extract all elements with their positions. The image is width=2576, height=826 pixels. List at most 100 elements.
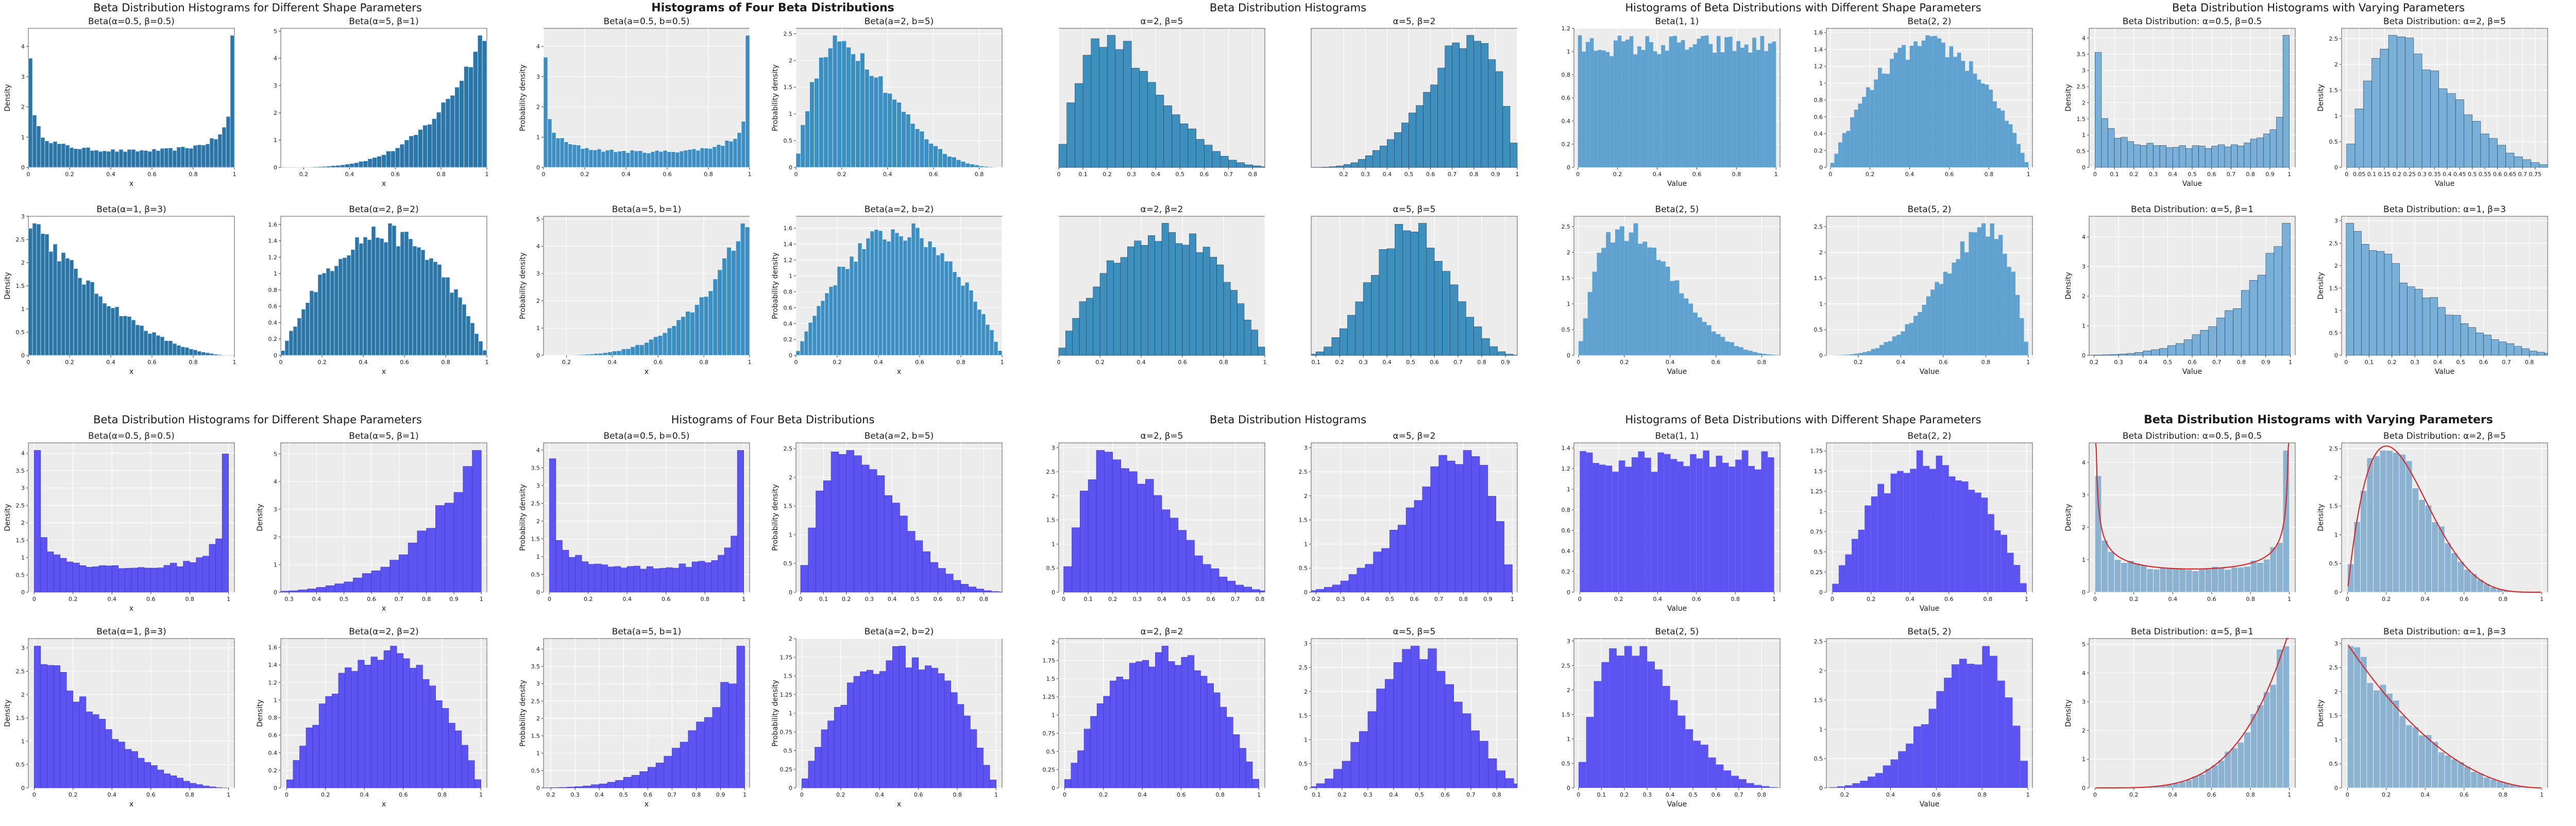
histogram-bar — [119, 316, 123, 355]
histogram-bar — [1942, 465, 1949, 592]
histogram-bar — [86, 712, 93, 788]
x-tick-label: 0.6 — [1944, 596, 1954, 603]
histogram-bar — [47, 665, 54, 788]
histogram-bar — [708, 148, 713, 167]
histogram-bar — [377, 660, 384, 788]
histogram-bar — [404, 140, 409, 167]
histogram-bar — [2419, 735, 2426, 788]
histogram-bar — [1906, 60, 1910, 167]
histogram-bar — [2274, 247, 2282, 355]
x-axis-label: x — [645, 368, 649, 376]
y-tick-label: 0.2 — [268, 767, 278, 774]
histogram-bar — [391, 646, 397, 788]
histogram-bar — [99, 719, 106, 788]
histogram-bar — [1766, 354, 1771, 355]
histogram-bar — [423, 125, 428, 167]
x-tick-label: 0.2 — [1620, 791, 1629, 798]
histogram-bar — [1246, 762, 1253, 788]
histogram-bar — [2472, 122, 2481, 167]
histogram-bar — [572, 145, 577, 167]
y-tick-label: 0.5 — [1046, 565, 1056, 572]
x-tick-label: 0.8 — [704, 171, 713, 178]
histogram-bar — [2458, 762, 2464, 788]
histogram-bar — [1684, 466, 1690, 592]
histogram-bar — [883, 239, 887, 355]
histogram-bar — [1357, 568, 1365, 592]
histogram-bar — [1748, 351, 1753, 355]
histogram-bar — [140, 150, 144, 167]
histogram-bar — [585, 148, 589, 167]
y-axis-label: Probability density — [519, 484, 527, 551]
histogram-bar — [1252, 590, 1260, 592]
histogram-bar — [2407, 287, 2415, 355]
histogram-bar — [1761, 786, 1769, 788]
histogram-bar — [382, 154, 386, 167]
histogram-bar — [41, 664, 47, 788]
x-tick-label: 0.9 — [716, 791, 725, 798]
histogram-bar — [1496, 72, 1503, 167]
histogram-bar — [2369, 250, 2377, 355]
histogram-bar — [181, 347, 185, 355]
histogram-bar — [692, 149, 696, 167]
histogram-bar — [605, 150, 609, 167]
histogram-bar — [395, 148, 400, 167]
x-tick-label: 1 — [485, 359, 489, 366]
histogram-bar — [2225, 570, 2231, 592]
y-tick-label: 4 — [536, 243, 540, 250]
histogram-bar — [148, 334, 152, 355]
x-tick-label: 0.8 — [1219, 359, 1228, 366]
histogram-bar — [1703, 451, 1709, 592]
histogram-bar — [2406, 725, 2413, 788]
histogram-bar — [1431, 467, 1439, 592]
histogram-bar — [1419, 659, 1428, 788]
histogram-bar — [2529, 351, 2537, 355]
x-tick-label: 0.2 — [836, 791, 845, 798]
histogram-bar — [193, 350, 197, 355]
x-tick-label: 0.4 — [312, 596, 321, 603]
histogram-bar — [932, 247, 936, 355]
x-tick-label: 0.8 — [692, 791, 701, 798]
histogram-bar — [607, 782, 616, 788]
histogram-bar — [123, 316, 127, 355]
histogram-bar — [1252, 779, 1259, 788]
x-tick-label: 0 — [2345, 171, 2348, 178]
histogram-bar — [733, 139, 737, 167]
y-tick-label: 0.5 — [2077, 148, 2086, 155]
x-tick-label: 0.2 — [1095, 359, 1105, 366]
histogram-bar — [119, 149, 123, 167]
histogram-bar — [103, 151, 107, 167]
y-tick-label: 0.8 — [268, 715, 278, 721]
histogram-bar — [614, 152, 618, 167]
x-tick-label: 0.2 — [317, 359, 327, 366]
histogram-bar — [103, 303, 107, 355]
histogram-bar — [621, 349, 626, 355]
histogram-bar — [49, 143, 53, 167]
x-tick-label: 1 — [748, 171, 752, 178]
y-tick-label: 0.6 — [1562, 527, 1571, 534]
y-tick-label: 2 — [2082, 99, 2086, 106]
histogram-bar — [79, 697, 86, 788]
histogram-bar — [1913, 41, 1918, 167]
x-tick-label: 0.2 — [2129, 171, 2139, 178]
y-tick-label: 3 — [2082, 67, 2086, 74]
histogram-bar — [1693, 741, 1701, 788]
histogram-bar — [34, 451, 41, 593]
histogram-bar — [442, 277, 446, 355]
histogram-bar — [455, 87, 460, 167]
x-tick-label: 0.4 — [623, 596, 632, 603]
histogram-bar — [938, 149, 943, 167]
histogram-bar — [2110, 354, 2119, 355]
histogram-bar — [2432, 742, 2438, 788]
histogram-bar — [589, 354, 594, 355]
histogram-bar — [2499, 342, 2506, 355]
x-tick-label: 0.4 — [1361, 596, 1370, 603]
histogram-bar — [363, 237, 367, 355]
histogram-bar — [115, 151, 119, 167]
y-tick-label: 2 — [1304, 689, 1308, 695]
x-tick-label: 0.8 — [1757, 359, 1767, 366]
histogram-bar — [418, 129, 423, 167]
histogram-bar — [888, 93, 892, 167]
histogram-bar — [138, 758, 145, 788]
histogram-bar — [2372, 58, 2380, 167]
histogram-bar — [2263, 559, 2270, 592]
